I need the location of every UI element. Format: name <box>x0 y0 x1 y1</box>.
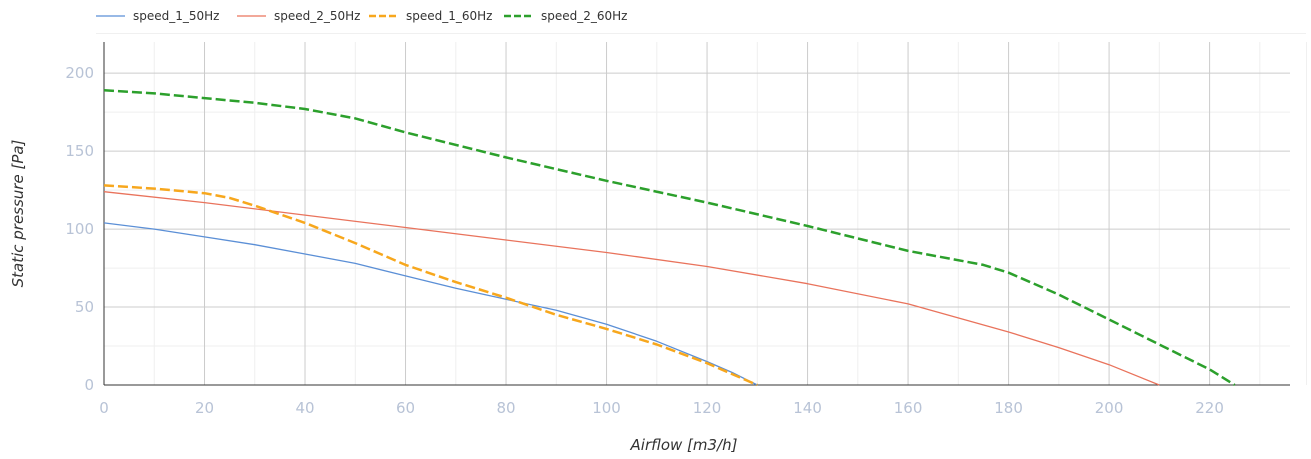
legend-label: speed_2_50Hz <box>274 9 360 23</box>
series-line-speed_2_60Hz <box>103 89 1236 387</box>
x-axis-title: Airflow [m3/h] <box>630 436 738 454</box>
x-tick-label: 180 <box>994 399 1023 417</box>
x-tick-label: 220 <box>1195 399 1224 417</box>
x-tick-label: 0 <box>99 399 109 417</box>
y-tick-label: 150 <box>65 142 94 160</box>
y-tick-label: 200 <box>65 64 94 82</box>
x-tick-label: 100 <box>592 399 621 417</box>
grid-lines <box>104 42 1290 385</box>
x-tick-label: 140 <box>793 399 822 417</box>
x-tick-label: 20 <box>195 399 214 417</box>
legend-label: speed_1_50Hz <box>133 9 219 23</box>
y-tick-label: 50 <box>75 298 94 316</box>
legend-label: speed_1_60Hz <box>406 9 492 23</box>
x-tick-label: 200 <box>1095 399 1124 417</box>
y-axis-title: Static pressure [Pa] <box>9 139 27 287</box>
series-line-speed_1_60Hz <box>103 184 758 387</box>
y-tick-label: 100 <box>65 220 94 238</box>
legend-label: speed_2_60Hz <box>541 9 627 23</box>
x-tick-label: 160 <box>894 399 923 417</box>
x-tick-label: 60 <box>396 399 415 417</box>
x-tick-label: 120 <box>693 399 722 417</box>
x-tick-label: 40 <box>295 399 314 417</box>
series-line-speed_1_50Hz <box>103 222 758 386</box>
x-tick-label: 80 <box>496 399 515 417</box>
y-tick-label: 0 <box>84 376 94 394</box>
series-line-speed_2_50Hz <box>103 191 1160 386</box>
